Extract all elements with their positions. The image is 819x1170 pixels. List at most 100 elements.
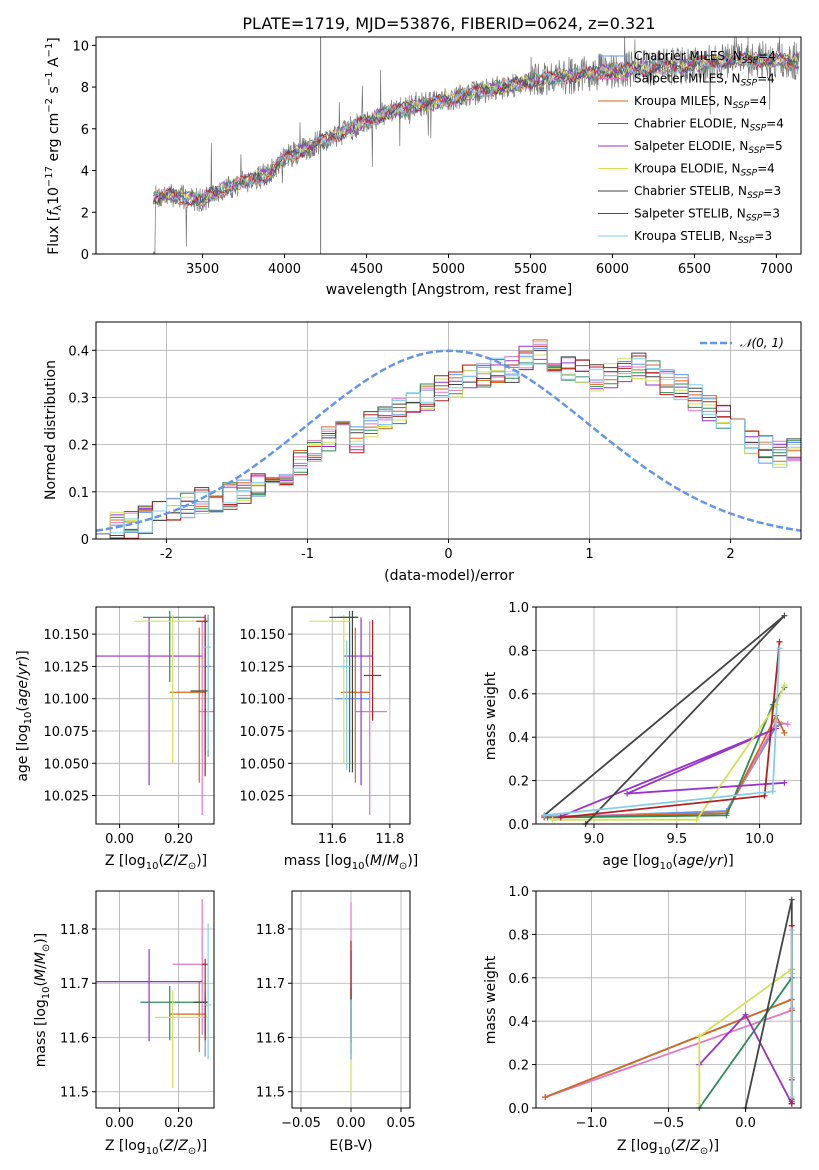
age-vs-Z-errorbars bbox=[96, 610, 214, 815]
legend-label: Chabrier STELIB, NSSP=3 bbox=[634, 184, 781, 201]
normal-distribution-curve bbox=[95, 349, 802, 532]
weight-vs-age-ylabel: mass weight bbox=[483, 671, 499, 760]
weight-line bbox=[543, 615, 786, 825]
x-tick-label: 0.00 bbox=[337, 1116, 366, 1131]
weight-marker bbox=[624, 790, 631, 797]
y-tick-label: 0.2 bbox=[508, 1059, 529, 1074]
x-tick-label: −1.0 bbox=[576, 1116, 608, 1131]
weight-marker bbox=[788, 1074, 795, 1081]
residual-histogram bbox=[96, 341, 801, 535]
y-tick-label: 11.6 bbox=[256, 1031, 285, 1046]
y-tick-label: 0.6 bbox=[508, 972, 529, 987]
y-tick-label: 10.100 bbox=[44, 693, 90, 708]
y-tick-label: 4 bbox=[81, 165, 89, 180]
y-tick-label: 0.6 bbox=[508, 688, 529, 703]
age-vs-Z-grid bbox=[96, 607, 214, 824]
mass-vs-Z-grid bbox=[96, 891, 214, 1108]
weight-marker bbox=[761, 792, 768, 799]
y-tick-label: 10.050 bbox=[240, 757, 286, 772]
errorbar-point bbox=[96, 617, 203, 786]
y-tick-label: 11.7 bbox=[60, 977, 89, 992]
weight-vs-age-xlabel: age [log10(age/yr)] bbox=[602, 853, 733, 872]
spectrum-panel: 3500 4000 4500 5000 5500 6000 6500 70000246810 … bbox=[44, 36, 802, 298]
residuals-xlabel: (data-model)/error bbox=[384, 568, 514, 584]
y-tick-label: 10 bbox=[72, 39, 89, 54]
residual-histogram bbox=[96, 345, 801, 539]
age-vs-Z-ylabel: age [log10(age/yr)] bbox=[15, 650, 34, 781]
errorbar-point bbox=[193, 996, 209, 1035]
errorbar-point bbox=[169, 627, 206, 783]
errorbar-point bbox=[199, 991, 209, 1057]
spectrum-ticks: 3500 4000 4500 5000 5500 6000 6500 7000 0 2 4 6 8 10 bbox=[72, 39, 793, 277]
y-tick-label: 11.8 bbox=[60, 923, 89, 938]
residuals-legend: 𝒩(0, 1) bbox=[700, 336, 784, 350]
x-tick-label: 0 bbox=[444, 547, 452, 562]
x-tick-label: 11.6 bbox=[318, 832, 347, 847]
x-tick-label: 0.20 bbox=[164, 832, 193, 847]
x-tick-label: 4500 bbox=[350, 262, 383, 277]
x-tick-label: 11.8 bbox=[375, 832, 404, 847]
legend-label: Kroupa ELODIE, NSSP=4 bbox=[634, 162, 775, 179]
y-tick-label: 11.6 bbox=[60, 1031, 89, 1046]
y-tick-label: 1.0 bbox=[508, 885, 529, 900]
legend-label: Salpeter ELODIE, NSSP=5 bbox=[634, 139, 783, 156]
weight-marker bbox=[696, 1033, 703, 1040]
x-tick-label: 0.00 bbox=[105, 832, 134, 847]
weight-line bbox=[744, 899, 793, 1109]
y-tick-label: 10.150 bbox=[240, 628, 286, 643]
weight-marker bbox=[784, 721, 791, 728]
y-tick-label: 10.025 bbox=[240, 790, 286, 805]
residuals-ticks: -2 -1 0 1 2 0 0.1 0.2 0.3 0.4 bbox=[68, 344, 734, 562]
age-vs-Z-panel: 0.00 0.20 10.025 10.050 10.075 10.100 10.125 10… bbox=[15, 606, 215, 872]
x-tick-label: 0.0 bbox=[735, 1116, 756, 1131]
age-vs-mass-axes-frame bbox=[291, 606, 411, 825]
y-tick-label: 2 bbox=[81, 206, 89, 221]
legend-label: Kroupa STELIB, NSSP=3 bbox=[634, 229, 772, 246]
errorbar-point bbox=[196, 614, 209, 777]
mass-vs-Z-xlabel: Z [log10(Z/Z⊙)] bbox=[105, 1138, 207, 1157]
spectrum-lines bbox=[153, 36, 800, 255]
weight-marker bbox=[781, 779, 788, 786]
weight-line bbox=[544, 713, 786, 819]
spectrum-ylabel: Flux [fλ10−17 erg cm−2 s−1 A−1] bbox=[44, 37, 64, 255]
y-tick-label: 0.1 bbox=[68, 486, 89, 501]
y-tick-label: 0.8 bbox=[508, 928, 529, 943]
weight-marker bbox=[769, 788, 776, 795]
x-tick-label: 5000 bbox=[432, 262, 465, 277]
y-tick-label: 0 bbox=[81, 248, 89, 263]
y-tick-label: 0 bbox=[81, 533, 89, 548]
weight-marker bbox=[776, 645, 783, 652]
model-spectrum-line bbox=[153, 51, 799, 206]
weight-marker bbox=[742, 1011, 749, 1018]
errorbar-point bbox=[96, 949, 203, 1042]
spectrum-xlabel: wavelength [Angstrom, rest frame] bbox=[326, 282, 572, 298]
y-tick-label: 0.2 bbox=[68, 439, 89, 454]
errorbar-point bbox=[340, 627, 370, 783]
x-tick-label: 3500 bbox=[186, 262, 219, 277]
weight-marker bbox=[781, 682, 788, 689]
weight-vs-age-lines bbox=[541, 612, 791, 827]
legend-label: Chabrier MILES, NSSP=4 bbox=[634, 49, 776, 66]
x-tick-label: 6500 bbox=[678, 262, 711, 277]
mass-vs-Z-ylabel: mass [log10(M/M⊙)] bbox=[33, 933, 52, 1068]
mass-vs-Z-panel: 0.00 0.20 11.5 11.6 11.7 11.8 Z [log10(Z/Z⊙)]… bbox=[33, 890, 215, 1157]
weight-marker bbox=[788, 1094, 795, 1101]
weight-vs-Z-ylabel: mass weight bbox=[483, 955, 499, 1044]
y-tick-label: 0.4 bbox=[508, 1015, 529, 1030]
age-vs-mass-ticks: 11.6 11.8 10.025 10.050 10.075 10.100 10.125 10… bbox=[240, 628, 405, 847]
weight-vs-Z-ticks: −1.0 −0.5 0.0 0.0 0.2 0.4 0.6 0.8 1.0 bbox=[508, 885, 756, 1131]
x-tick-label: 6000 bbox=[596, 262, 629, 277]
y-tick-label: 11.5 bbox=[60, 1086, 89, 1101]
y-tick-label: 11.7 bbox=[256, 977, 285, 992]
weight-marker bbox=[541, 812, 548, 819]
weight-marker bbox=[542, 1094, 549, 1101]
spectrum-legend: Chabrier MILES, NSSP=4 Salpeter MILES, NS… bbox=[598, 49, 784, 246]
errorbar-point bbox=[143, 610, 206, 682]
weight-marker bbox=[788, 1100, 795, 1107]
x-tick-label: 7000 bbox=[760, 262, 793, 277]
x-tick-label: 9.5 bbox=[666, 832, 687, 847]
x-tick-label: 5500 bbox=[514, 262, 547, 277]
y-tick-label: 0.0 bbox=[508, 1102, 529, 1117]
age-vs-Z-axes-frame bbox=[95, 606, 215, 825]
